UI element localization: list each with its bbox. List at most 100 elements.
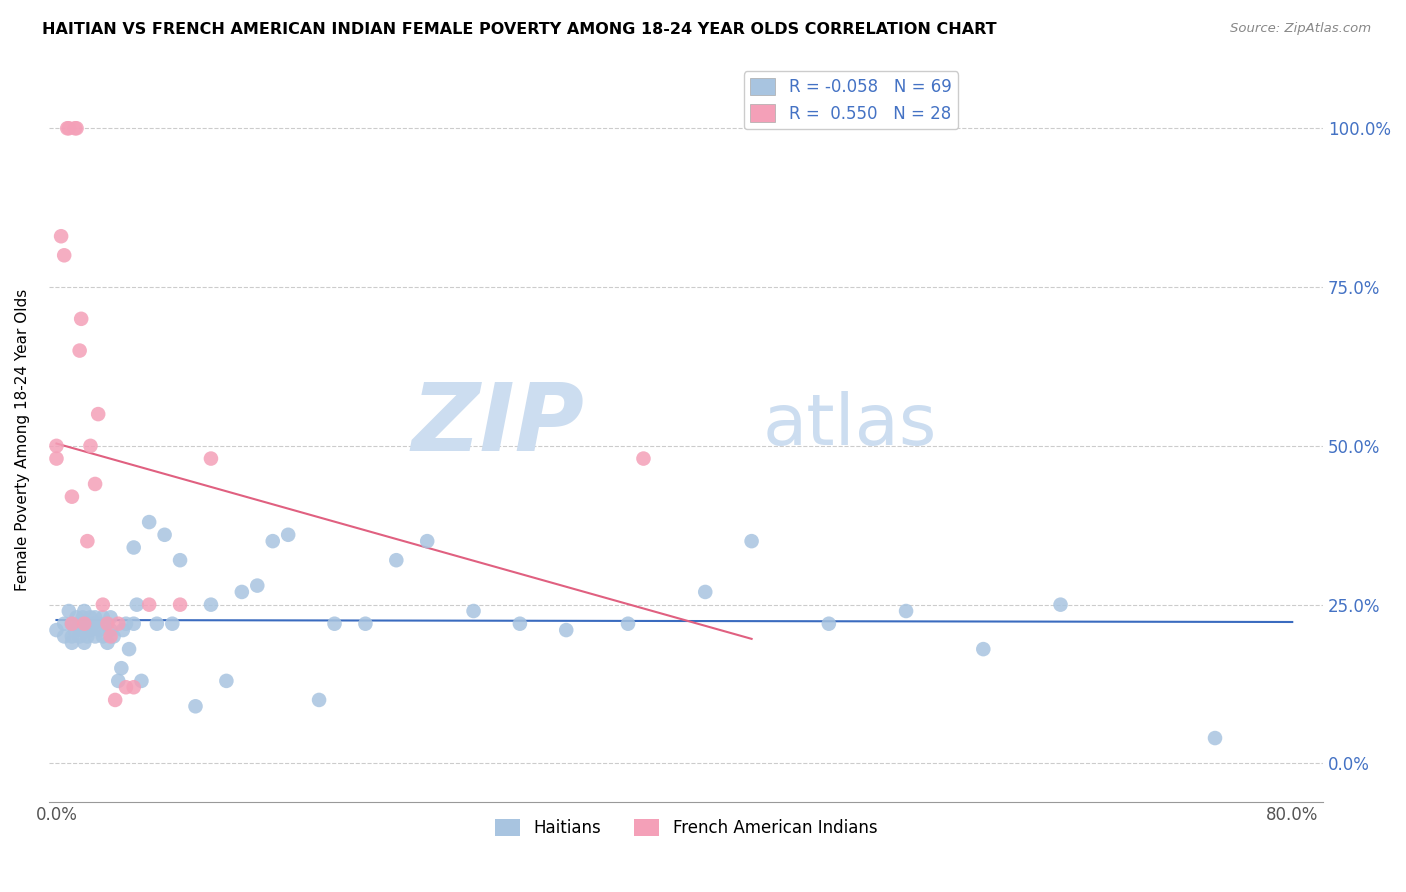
Point bbox=[60, 616, 83, 631]
Point bbox=[79, 623, 101, 637]
Point bbox=[509, 616, 531, 631]
Point bbox=[146, 616, 169, 631]
Point bbox=[894, 604, 917, 618]
Point bbox=[58, 121, 80, 136]
Point bbox=[45, 439, 67, 453]
Point bbox=[1204, 731, 1226, 745]
Point bbox=[84, 629, 107, 643]
Point bbox=[73, 616, 96, 631]
Legend: Haitians, French American Indians: Haitians, French American Indians bbox=[488, 813, 884, 844]
Point bbox=[65, 610, 87, 624]
Point bbox=[76, 534, 98, 549]
Point bbox=[323, 616, 346, 631]
Point bbox=[262, 534, 284, 549]
Point bbox=[84, 477, 107, 491]
Point bbox=[741, 534, 763, 549]
Point bbox=[69, 629, 91, 643]
Point bbox=[122, 616, 145, 631]
Point bbox=[45, 623, 67, 637]
Point bbox=[104, 693, 127, 707]
Point bbox=[53, 629, 76, 643]
Point bbox=[617, 616, 640, 631]
Point bbox=[416, 534, 439, 549]
Point bbox=[63, 623, 86, 637]
Point bbox=[60, 616, 83, 631]
Point bbox=[91, 598, 114, 612]
Point bbox=[308, 693, 330, 707]
Point bbox=[169, 553, 191, 567]
Point bbox=[63, 121, 86, 136]
Point bbox=[118, 642, 141, 657]
Point bbox=[169, 598, 191, 612]
Point bbox=[385, 553, 408, 567]
Point bbox=[100, 629, 122, 643]
Point bbox=[65, 121, 87, 136]
Point bbox=[49, 229, 72, 244]
Point bbox=[72, 610, 94, 624]
Point bbox=[110, 661, 132, 675]
Point bbox=[162, 616, 184, 631]
Point bbox=[215, 673, 238, 688]
Point bbox=[277, 528, 299, 542]
Point bbox=[200, 598, 222, 612]
Point bbox=[69, 343, 91, 358]
Point bbox=[73, 604, 96, 618]
Text: ZIP: ZIP bbox=[411, 379, 583, 471]
Point bbox=[138, 598, 160, 612]
Point bbox=[107, 616, 129, 631]
Point bbox=[79, 439, 101, 453]
Point bbox=[70, 311, 93, 326]
Point bbox=[76, 623, 98, 637]
Point bbox=[200, 451, 222, 466]
Point bbox=[53, 616, 76, 631]
Point bbox=[87, 407, 110, 421]
Point bbox=[633, 451, 655, 466]
Point bbox=[96, 636, 118, 650]
Point bbox=[463, 604, 485, 618]
Point bbox=[83, 616, 105, 631]
Point bbox=[58, 604, 80, 618]
Point bbox=[115, 616, 138, 631]
Text: atlas: atlas bbox=[762, 391, 936, 459]
Point bbox=[111, 623, 134, 637]
Point bbox=[138, 515, 160, 529]
Point bbox=[555, 623, 578, 637]
Point bbox=[84, 610, 107, 624]
Text: HAITIAN VS FRENCH AMERICAN INDIAN FEMALE POVERTY AMONG 18-24 YEAR OLDS CORRELATI: HAITIAN VS FRENCH AMERICAN INDIAN FEMALE… bbox=[42, 22, 997, 37]
Y-axis label: Female Poverty Among 18-24 Year Olds: Female Poverty Among 18-24 Year Olds bbox=[15, 288, 30, 591]
Point bbox=[100, 623, 122, 637]
Point bbox=[96, 616, 118, 631]
Text: Source: ZipAtlas.com: Source: ZipAtlas.com bbox=[1230, 22, 1371, 36]
Point bbox=[122, 680, 145, 694]
Point bbox=[94, 616, 117, 631]
Point bbox=[125, 598, 148, 612]
Point bbox=[103, 629, 125, 643]
Point bbox=[69, 616, 91, 631]
Point bbox=[695, 585, 717, 599]
Point bbox=[184, 699, 207, 714]
Point bbox=[76, 616, 98, 631]
Point bbox=[972, 642, 994, 657]
Point bbox=[115, 680, 138, 694]
Point bbox=[122, 541, 145, 555]
Point bbox=[76, 629, 98, 643]
Point bbox=[70, 623, 93, 637]
Point bbox=[91, 610, 114, 624]
Point bbox=[53, 248, 76, 262]
Point bbox=[60, 629, 83, 643]
Point bbox=[60, 490, 83, 504]
Point bbox=[231, 585, 253, 599]
Point bbox=[89, 623, 111, 637]
Point bbox=[817, 616, 839, 631]
Point bbox=[107, 673, 129, 688]
Point bbox=[153, 528, 176, 542]
Point bbox=[131, 673, 153, 688]
Point bbox=[56, 121, 79, 136]
Point bbox=[60, 636, 83, 650]
Point bbox=[246, 579, 269, 593]
Point bbox=[354, 616, 377, 631]
Point bbox=[1049, 598, 1071, 612]
Point bbox=[87, 616, 110, 631]
Point bbox=[100, 610, 122, 624]
Point bbox=[45, 451, 67, 466]
